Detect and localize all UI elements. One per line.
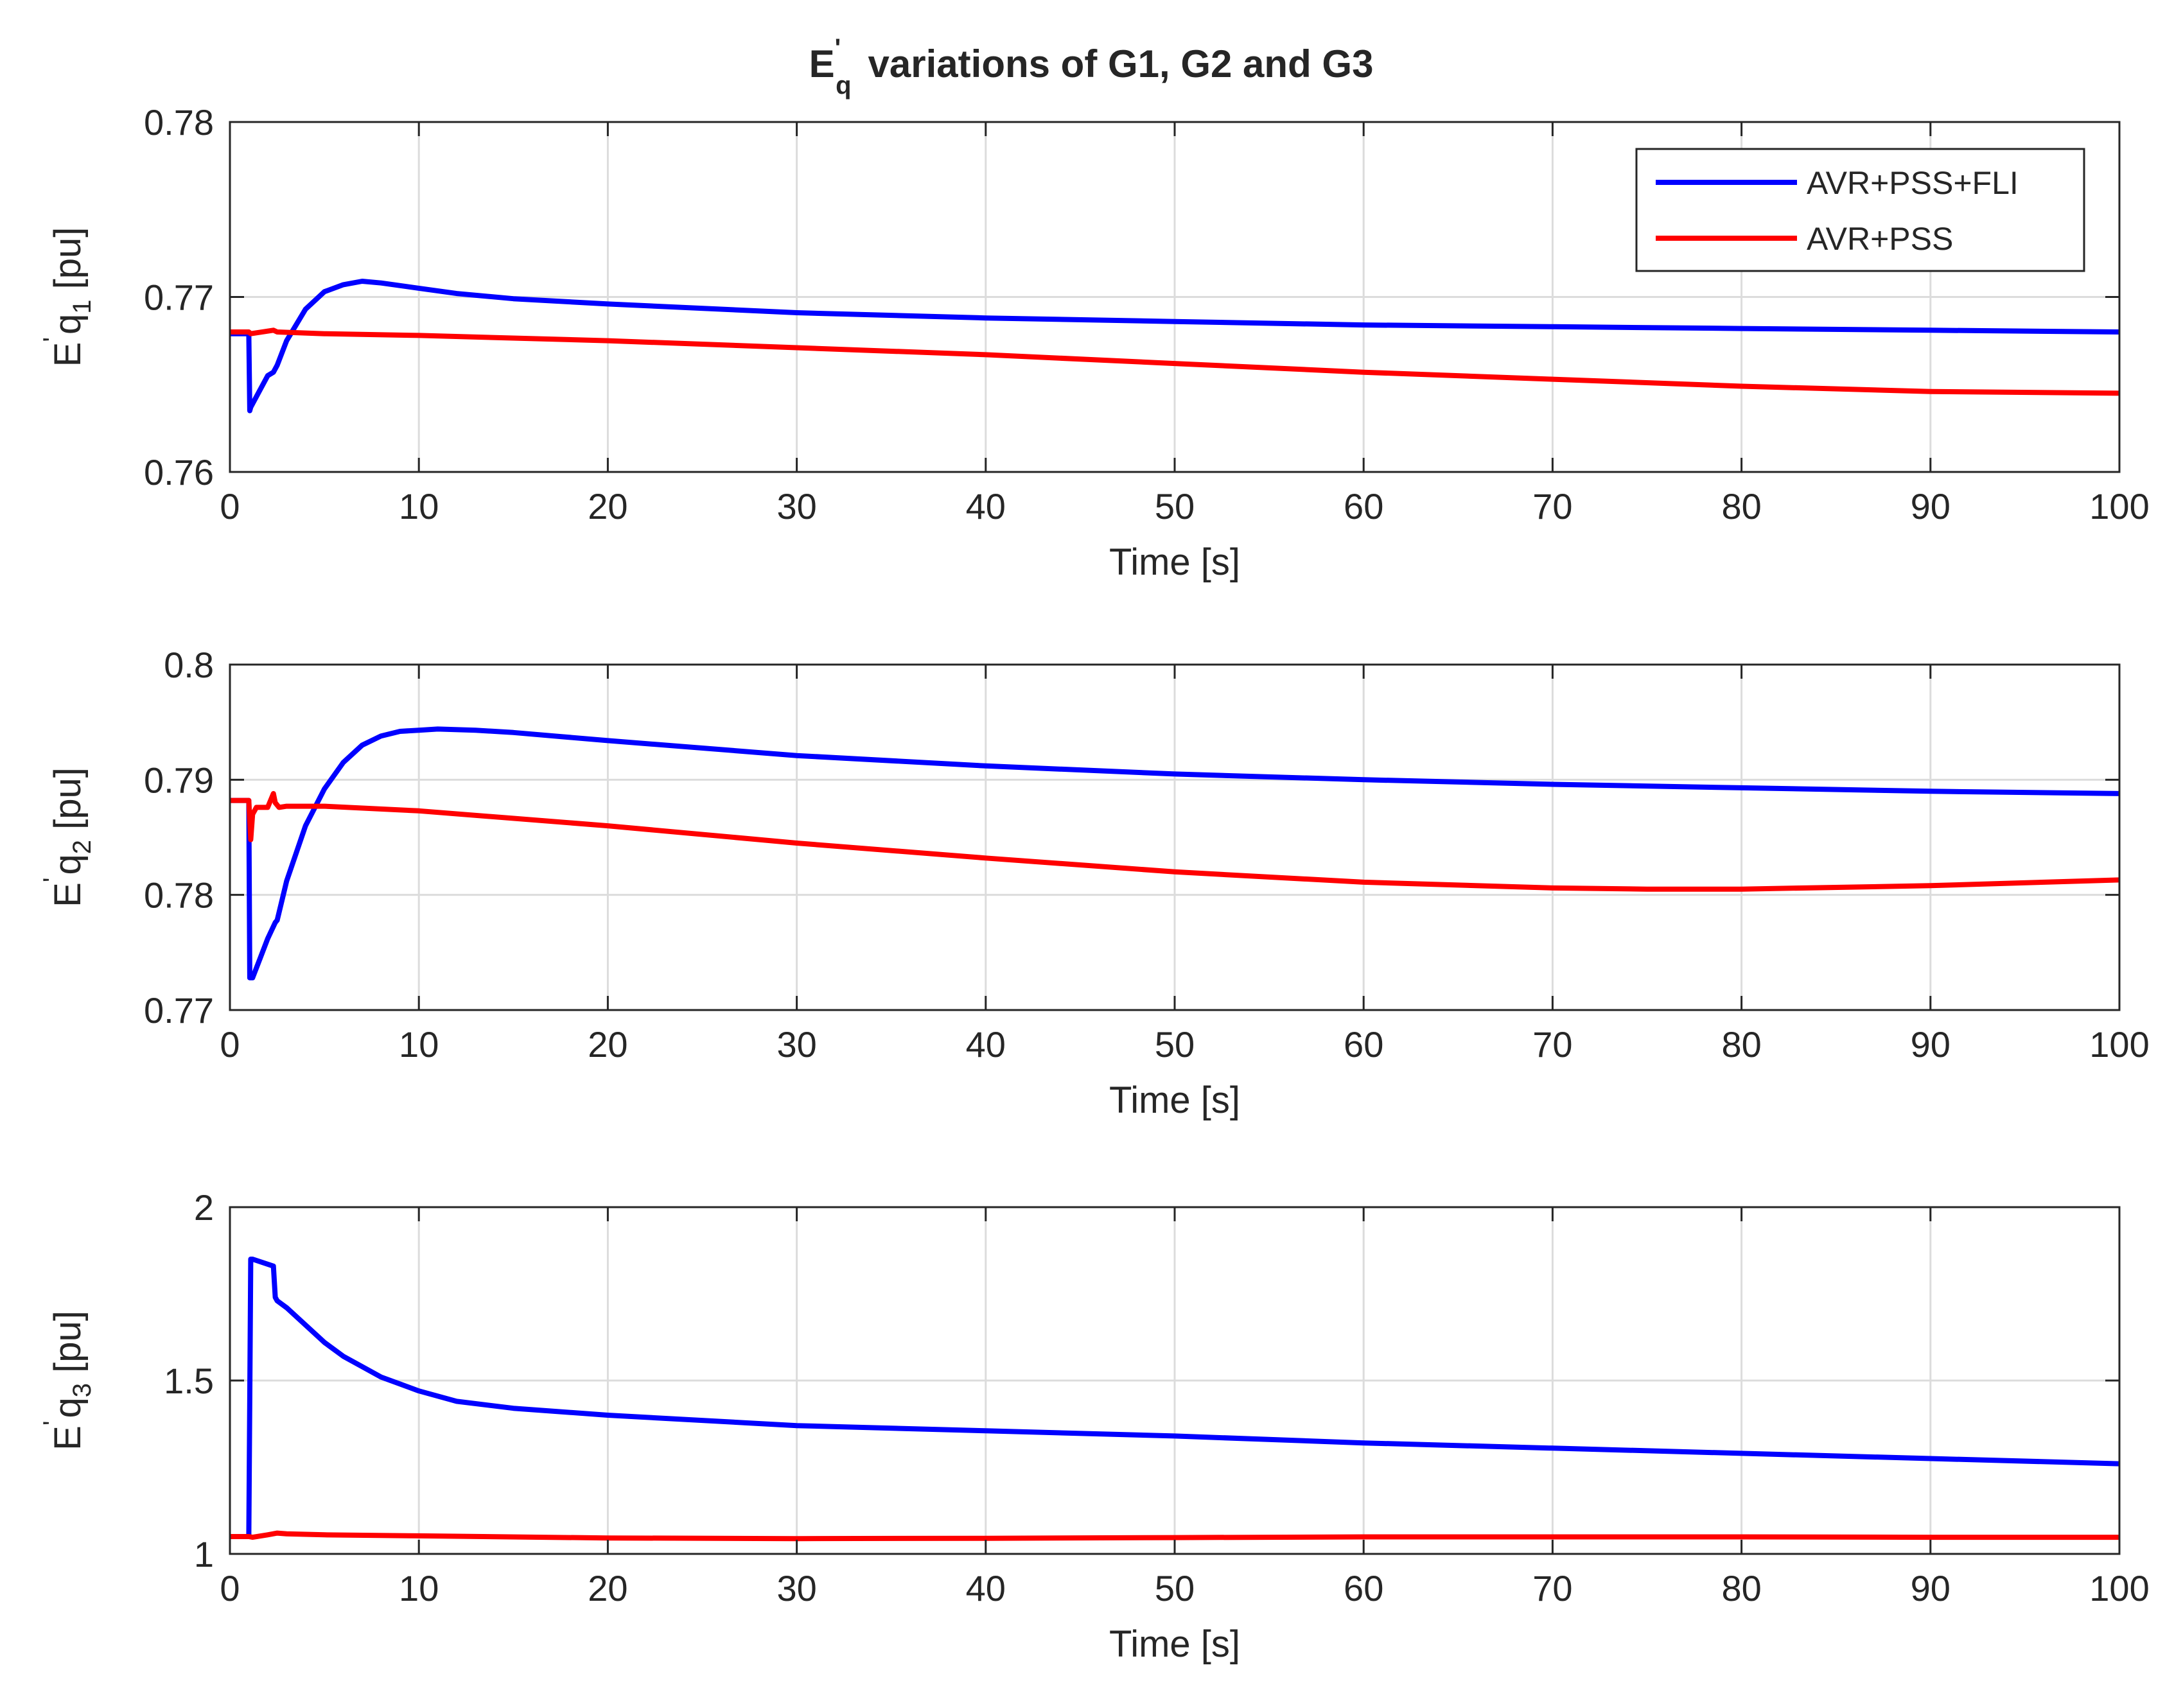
y-tick-label: 1.5 (164, 1361, 214, 1401)
y-tick-label: 0.78 (144, 875, 214, 916)
x-tick-label: 50 (1155, 1568, 1195, 1608)
x-tick-label: 20 (588, 1568, 627, 1608)
x-tick-label: 20 (588, 1024, 627, 1065)
y-axis-label: E'q3 [pu] (39, 1311, 96, 1451)
x-tick-label: 50 (1155, 1024, 1195, 1065)
subplot-3: 0 10 20 30 40 50 60 70 80 90 100 1 1.5 2 Time [s] E'q3 … (39, 1187, 2150, 1665)
x-axis-label: Time [s] (1109, 1623, 1240, 1665)
x-tick-label: 0 (220, 486, 240, 527)
series-line-avr-pss-fli (230, 726, 2120, 980)
x-tick-label: 0 (220, 1024, 240, 1065)
x-tick-label: 60 (1344, 1568, 1383, 1608)
x-tick-label: 80 (1721, 1024, 1761, 1065)
x-tick-label: 30 (776, 1024, 816, 1065)
x-tick-label: 80 (1721, 1568, 1761, 1608)
x-tick-label: 60 (1344, 1024, 1383, 1065)
x-tick-label: 70 (1532, 486, 1572, 527)
legend: AVR+PSS+FLI AVR+PSS (1635, 148, 2085, 272)
x-axis-label: Time [s] (1109, 541, 1240, 583)
x-tick-label: 60 (1344, 486, 1383, 527)
x-tick-label: 50 (1155, 486, 1195, 527)
y-axis-label: E'q2 [pu] (39, 767, 96, 907)
x-tick-label: 90 (1911, 1568, 1951, 1608)
y-tick-label: 0.79 (144, 760, 214, 800)
legend-label: AVR+PSS (1807, 221, 1953, 257)
chart-title: E' q variations of G1, G2 and G3 (809, 34, 1374, 100)
x-tick-label: 100 (2089, 486, 2149, 527)
y-tick-label: 0.77 (144, 990, 214, 1031)
y-axis-label: E'q1 [pu] (39, 227, 96, 367)
x-tick-label: 40 (966, 486, 1006, 527)
x-tick-label: 10 (399, 1568, 439, 1608)
x-tick-label: 10 (399, 1024, 439, 1065)
x-tick-label: 90 (1911, 486, 1951, 527)
y-tick-label: 0.77 (144, 277, 214, 318)
x-tick-label: 0 (220, 1568, 240, 1608)
x-tick-label: 40 (966, 1568, 1006, 1608)
y-tick-label: 2 (194, 1187, 214, 1228)
subplot-2: 0 10 20 30 40 50 60 70 80 90 100 0.77 0.78 0.79 0.8 Tim… (39, 645, 2150, 1121)
x-tick-label: 90 (1911, 1024, 1951, 1065)
x-tick-label: 100 (2089, 1024, 2149, 1065)
series-line-avr-pss (230, 790, 2120, 892)
series-line-avr-pss-fli (230, 1257, 2120, 1539)
x-tick-label: 100 (2089, 1568, 2149, 1608)
y-tick-label: 1 (194, 1534, 214, 1574)
y-tick-label: 0.8 (164, 645, 214, 685)
series-line-avr-pss (230, 327, 2120, 396)
legend-label: AVR+PSS+FLI (1807, 165, 2019, 201)
x-tick-label: 70 (1532, 1568, 1572, 1608)
legend-box (1635, 148, 2085, 272)
y-tick-label: 0.78 (144, 102, 214, 143)
y-tick-label: 0.76 (144, 452, 214, 492)
x-axis-label: Time [s] (1109, 1079, 1240, 1121)
x-tick-label: 30 (776, 486, 816, 527)
x-tick-label: 70 (1532, 1024, 1572, 1065)
series-line-avr-pss-fli (230, 279, 2120, 414)
x-tick-label: 20 (588, 486, 627, 527)
x-tick-label: 10 (399, 486, 439, 527)
series-line-avr-pss (230, 1530, 2119, 1542)
x-tick-label: 40 (966, 1024, 1006, 1065)
x-tick-label: 80 (1721, 486, 1761, 527)
x-tick-label: 30 (776, 1568, 816, 1608)
subplot-1: 0 10 20 30 40 50 60 70 80 90 100 0.76 0.77 0.78 Time [… (39, 102, 2150, 583)
